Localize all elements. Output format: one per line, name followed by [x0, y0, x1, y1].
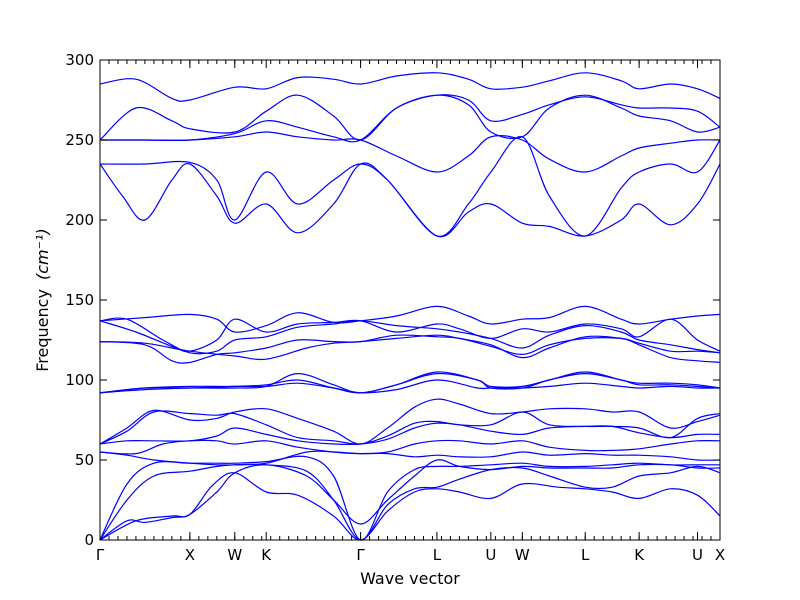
band-line-11 — [99, 372, 721, 394]
y-tick-label: 300 — [65, 51, 94, 69]
band-line-8 — [99, 410, 721, 445]
band-line-13 — [99, 334, 721, 363]
band-line-1 — [99, 472, 721, 541]
y-tick-label: 100 — [65, 371, 94, 389]
x-tick-label: X — [715, 546, 725, 564]
band-line-21 — [100, 94, 721, 143]
x-axis-label: Wave vector — [360, 569, 460, 588]
band-line-2 — [99, 459, 721, 541]
plot-background — [100, 60, 720, 540]
x-tick-label: K — [634, 546, 645, 564]
band-line-7 — [99, 422, 721, 446]
x-tick-label: X — [185, 546, 195, 564]
x-tick-label: Γ — [356, 546, 365, 564]
band-line-5 — [99, 450, 721, 466]
band-line-19 — [99, 136, 721, 237]
bands-group — [99, 72, 721, 541]
x-tick-label: K — [261, 546, 272, 564]
x-tick-label: L — [581, 546, 590, 564]
band-line-23 — [99, 72, 721, 102]
svg-text:Frequency (cm⁻¹): Frequency (cm⁻¹) — [33, 228, 52, 371]
x-tick-label: L — [433, 546, 442, 564]
x-tick-label: W — [227, 546, 242, 564]
x-tick-label: U — [485, 546, 496, 564]
band-line-16 — [99, 318, 721, 353]
band-line-9 — [99, 398, 721, 445]
band-line-14 — [99, 334, 721, 364]
y-axis-unit: (cm⁻¹) — [33, 228, 52, 280]
band-line-15 — [99, 317, 721, 355]
y-tick-label: 200 — [65, 211, 94, 229]
band-line-22 — [99, 94, 721, 141]
band-line-12 — [99, 379, 721, 394]
y-axis-label-group: Frequency (cm⁻¹) — [33, 228, 52, 371]
band-line-4 — [99, 455, 720, 541]
y-axis-label: Frequency — [33, 289, 52, 372]
band-line-20 — [100, 131, 721, 173]
band-line-17 — [99, 305, 721, 333]
x-tick-label: U — [692, 546, 703, 564]
x-tick-label: W — [515, 546, 530, 564]
band-line-6 — [99, 439, 721, 455]
band-line-3 — [99, 463, 721, 541]
plot-frame — [99, 59, 721, 541]
y-tick-label: 250 — [65, 131, 94, 149]
y-tick-label: 50 — [75, 451, 94, 469]
y-tick-label: 0 — [84, 531, 94, 549]
x-tick-label: Γ — [96, 546, 105, 564]
y-tick-label: 150 — [65, 291, 94, 309]
